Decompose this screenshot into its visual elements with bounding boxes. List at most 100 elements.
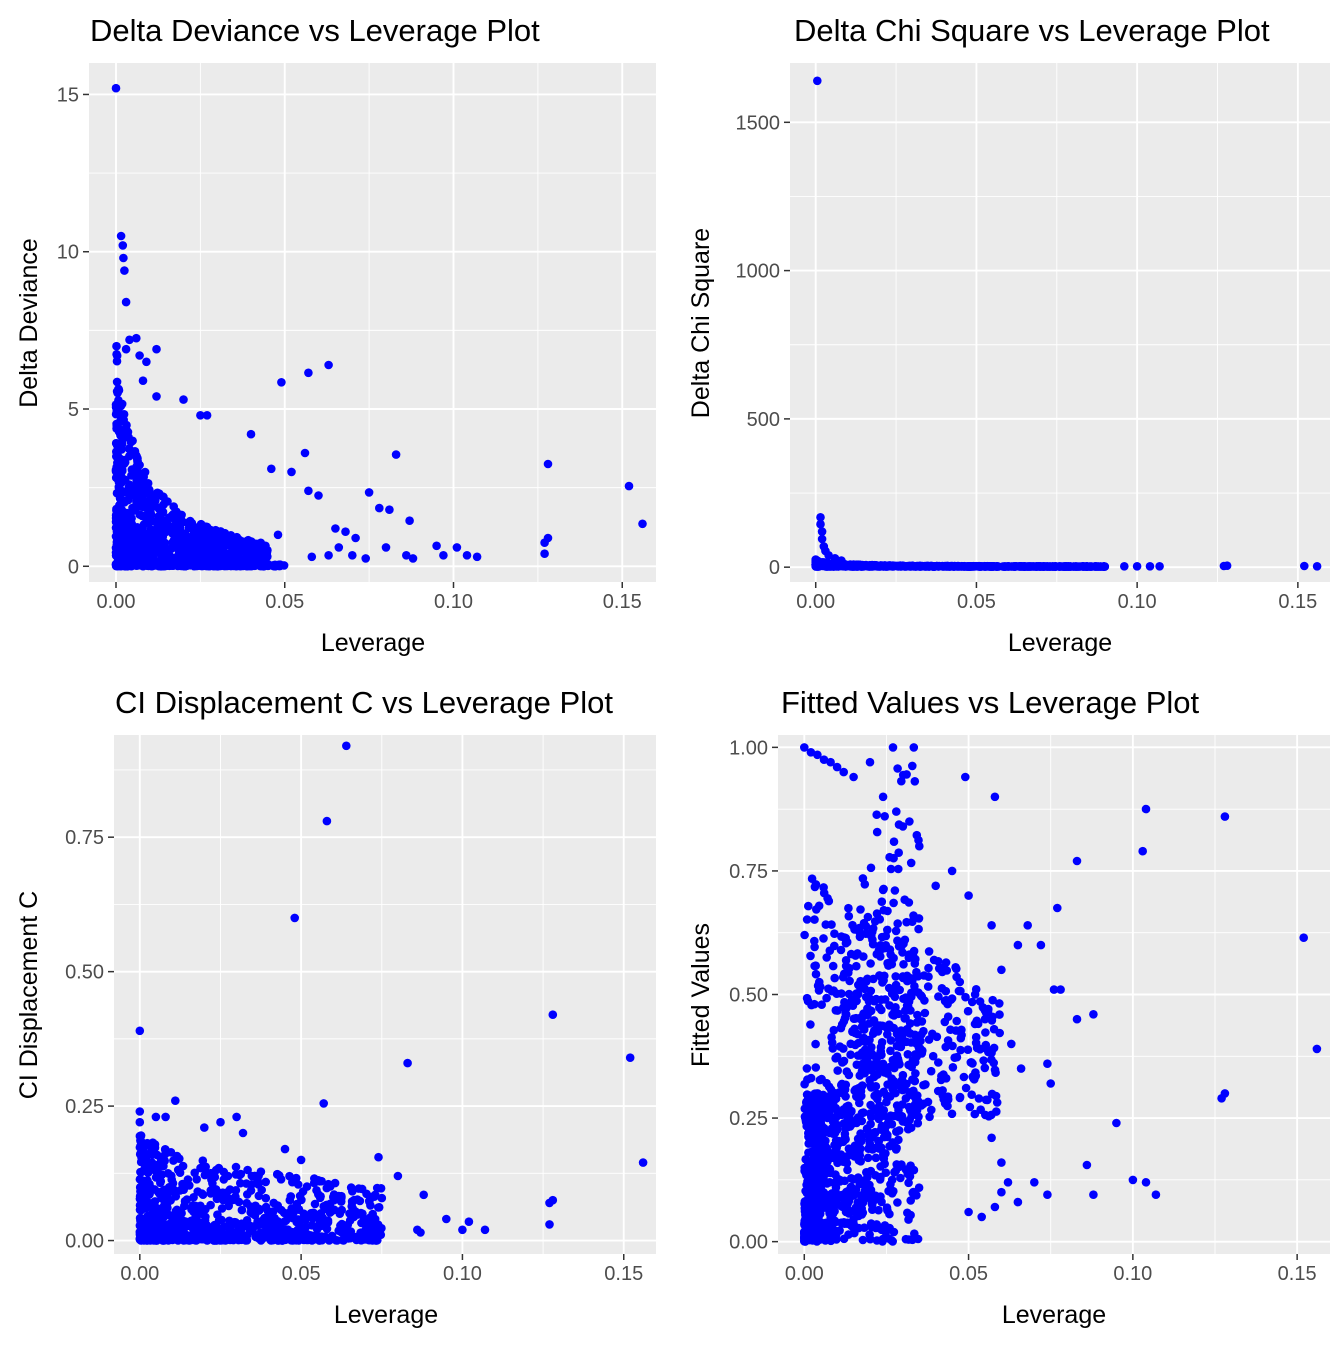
y-tick-label: 0.00 [65, 1231, 104, 1253]
x-axis-title: Leverage [334, 1301, 438, 1329]
data-point [806, 1020, 815, 1029]
data-point [175, 560, 184, 570]
panel-delta-chi-square: Delta Chi Square vs Leverage Plot Levera… [687, 13, 1330, 657]
data-point [893, 764, 902, 773]
data-point [187, 560, 196, 570]
data-point [802, 993, 812, 1003]
x-tick-label: 0.00 [120, 1263, 159, 1285]
data-point [855, 927, 864, 936]
data-point [813, 1142, 823, 1152]
data-point [963, 1045, 973, 1054]
data-point [1053, 903, 1062, 913]
data-point [877, 1005, 886, 1015]
data-point [941, 986, 951, 996]
data-point [846, 949, 856, 959]
data-point [878, 561, 888, 570]
data-point [211, 1165, 221, 1175]
data-point [269, 1198, 279, 1208]
data-point [884, 1186, 893, 1196]
x-tick-label: 0.15 [1278, 591, 1317, 613]
data-point [987, 921, 996, 930]
data-point [273, 530, 283, 540]
data-point [810, 942, 819, 952]
data-point [878, 1059, 888, 1069]
data-point [877, 897, 887, 906]
data-point [883, 906, 892, 916]
data-point [140, 1164, 149, 1174]
data-point [981, 1110, 990, 1120]
y-axis-title: Fitted Values [687, 923, 715, 1067]
data-point [122, 420, 131, 430]
x-tick-label: 0.10 [1118, 591, 1157, 613]
data-point [810, 961, 819, 971]
data-point [115, 485, 125, 494]
data-point [844, 911, 854, 921]
data-point [989, 1043, 999, 1053]
panel-fitted-values: Fitted Values vs Leverage Plot Leverage … [687, 685, 1330, 1329]
data-point [319, 1099, 329, 1108]
data-point [964, 562, 974, 571]
data-point [969, 1071, 978, 1081]
data-point [888, 743, 898, 752]
data-point [255, 1205, 265, 1214]
data-point [222, 1188, 232, 1197]
plot-area: 0.00 0.05 0.10 0.150.000.250.500.751.00 [729, 735, 1330, 1285]
data-point [292, 1217, 302, 1227]
data-point [545, 1198, 554, 1208]
data-point [867, 1132, 877, 1142]
data-point [816, 1150, 826, 1160]
data-point [862, 1124, 872, 1133]
data-point [872, 949, 882, 959]
data-point [452, 543, 462, 552]
data-point [905, 561, 914, 571]
y-tick-label: 0.75 [65, 827, 104, 849]
data-point [861, 1194, 870, 1203]
data-point [975, 1045, 985, 1054]
data-point [135, 1213, 145, 1223]
data-point [1023, 562, 1033, 571]
data-point [216, 1117, 225, 1127]
data-point [849, 1146, 858, 1156]
data-point [1051, 562, 1060, 571]
data-point [442, 1214, 451, 1224]
data-point [113, 519, 122, 528]
data-point [859, 1108, 868, 1117]
data-point [143, 1176, 152, 1185]
data-point [818, 560, 828, 569]
data-point [878, 792, 888, 802]
data-point [802, 1188, 812, 1198]
data-point [832, 562, 841, 571]
data-point [810, 999, 819, 1009]
data-point [214, 1216, 224, 1225]
data-point [112, 387, 122, 396]
data-point [903, 1124, 913, 1134]
data-point [166, 1196, 175, 1205]
data-point [355, 1196, 365, 1206]
data-point [811, 880, 821, 889]
y-tick-label: 15 [57, 84, 79, 106]
data-point [866, 986, 876, 996]
data-point [246, 429, 256, 439]
data-point [136, 1183, 145, 1192]
data-point [855, 1071, 865, 1080]
data-point [804, 1178, 814, 1188]
data-point [871, 1153, 881, 1163]
data-point [800, 930, 809, 940]
data-point [932, 1032, 942, 1042]
data-point [322, 816, 332, 826]
data-point [185, 516, 195, 526]
data-point [800, 1079, 809, 1089]
data-point [981, 1095, 991, 1105]
data-point [833, 1066, 842, 1075]
data-point [917, 1017, 927, 1026]
data-point [361, 554, 371, 563]
data-point [859, 1033, 869, 1043]
data-point [997, 1158, 1006, 1167]
data-point [879, 1087, 889, 1097]
x-axis-title: Leverage [1002, 1301, 1106, 1329]
data-point [171, 1096, 180, 1105]
data-point [162, 1207, 171, 1217]
data-point [938, 964, 947, 973]
data-point [135, 1026, 145, 1036]
data-point [155, 1190, 165, 1199]
